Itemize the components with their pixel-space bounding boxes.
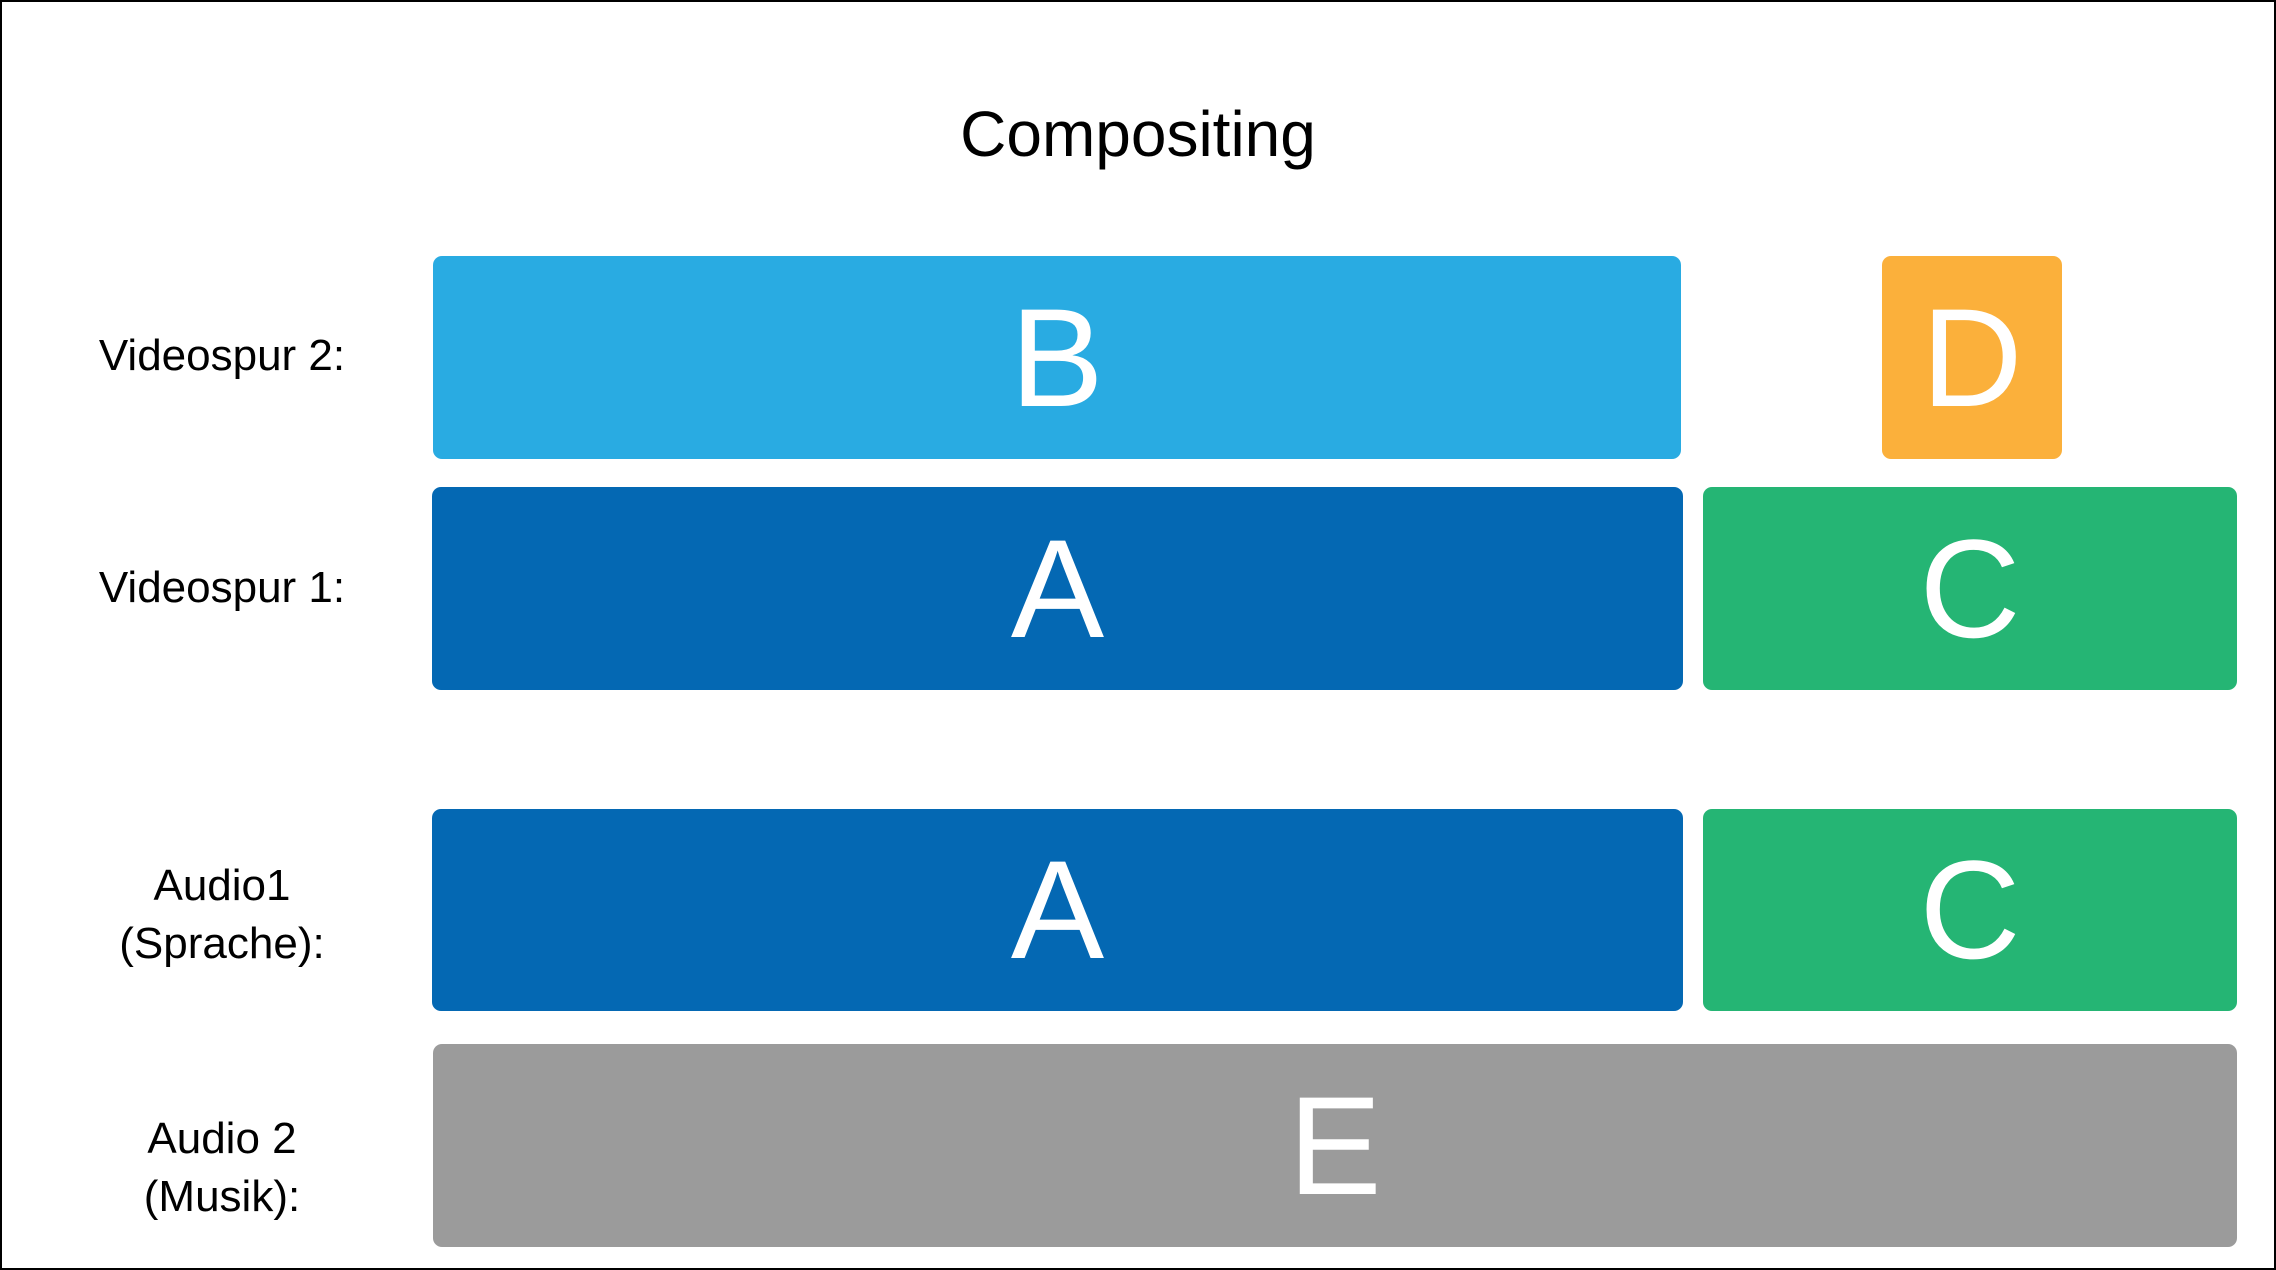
track-label-audio2-line2: (Musik): (143, 1172, 301, 1221)
track-label-audio1-line2: (Sprache): (119, 919, 325, 968)
clip-c-audio: C (1703, 809, 2237, 1011)
clip-a-audio-letter: A (1010, 831, 1105, 988)
clip-a-video-letter: A (1010, 509, 1105, 667)
track-label-video1: Videospur 1: (98, 563, 346, 612)
clip-d: D (1882, 256, 2062, 459)
clip-a-video: A (432, 487, 1683, 690)
clip-d-letter: D (1921, 278, 2023, 436)
clip-b: B (433, 256, 1681, 459)
clip-c-video: C (1703, 487, 2237, 690)
clip-c-audio-letter: C (1919, 831, 2021, 988)
track-label-audio2-line1: Audio 2 (147, 1114, 297, 1163)
track-label-audio1: Audio1 (Sprache): (12, 857, 432, 973)
track-label-video2: Videospur 2: (98, 331, 346, 380)
clip-e: E (433, 1044, 2237, 1247)
clip-c-video-letter: C (1919, 509, 2021, 667)
track-label-audio1-line1: Audio1 (153, 861, 291, 910)
track-label-audio2: Audio 2 (Musik): (12, 1110, 432, 1226)
clip-a-audio: A (432, 809, 1683, 1011)
clip-b-letter: B (1010, 278, 1104, 436)
clip-e-letter: E (1288, 1066, 1382, 1224)
diagram-title: Compositing (960, 98, 1316, 170)
